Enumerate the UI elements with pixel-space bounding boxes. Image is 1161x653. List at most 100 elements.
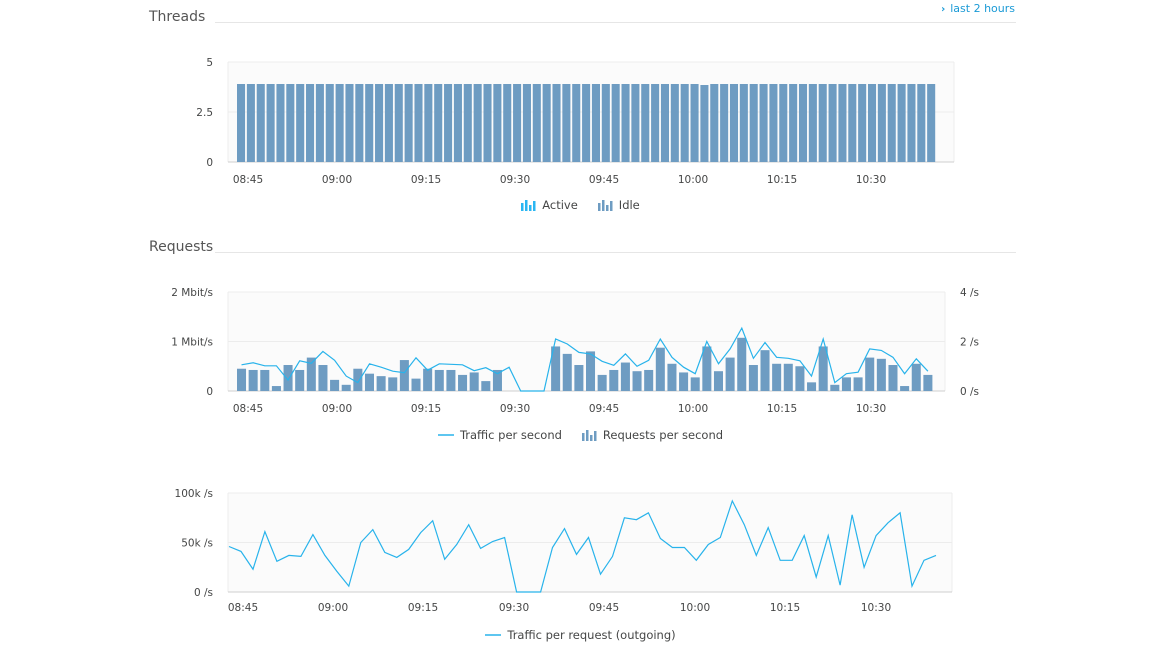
bar-idle [720, 84, 729, 162]
x-tick-label: 09:15 [411, 174, 441, 186]
bar-idle [325, 84, 334, 162]
bar-idle [246, 84, 255, 162]
bar-idle [759, 84, 768, 162]
bar-idle [306, 84, 315, 162]
threads-legend: Active Idle [0, 198, 1161, 212]
bar-chart-icon [597, 200, 613, 211]
bar-requests-per-second [807, 382, 817, 391]
bar-idle [907, 84, 916, 162]
bar-requests-per-second [795, 366, 805, 391]
legend-label-requests-per-second: Requests per second [602, 428, 724, 442]
bar-requests-per-second [458, 374, 468, 391]
bar-requests-per-second [702, 346, 712, 391]
y-tick-label-right: 0 /s [960, 386, 979, 398]
bar-requests-per-second [620, 362, 630, 391]
bar-idle [798, 84, 808, 162]
bar-requests-per-second [364, 373, 374, 391]
bar-requests-per-second [469, 372, 479, 391]
legend-item-idle[interactable]: Idle [597, 198, 640, 212]
bar-idle [503, 84, 512, 162]
y-tick-label: 100k /s [175, 488, 213, 500]
x-tick-label: 10:30 [856, 403, 886, 415]
bar-idle [789, 84, 798, 162]
bar-idle [867, 84, 877, 162]
bar-idle [591, 84, 600, 162]
bar-idle [345, 84, 354, 162]
bar-requests-per-second [679, 372, 689, 391]
bar-requests-per-second [900, 386, 910, 391]
bar-requests-per-second [690, 377, 700, 391]
legend-item-requests-per-second[interactable]: Requests per second [581, 428, 724, 442]
bar-requests-per-second [876, 358, 886, 391]
bar-idle [562, 84, 571, 162]
x-tick-label: 09:00 [318, 602, 348, 614]
bar-requests-per-second [853, 377, 863, 391]
bar-requests-per-second [306, 357, 316, 391]
bar-idle [641, 84, 650, 162]
bar-idle [522, 84, 531, 162]
y-tick-label: 5 [206, 57, 213, 69]
x-tick-label: 09:00 [322, 174, 352, 186]
bar-requests-per-second [562, 353, 572, 391]
bar-idle [237, 84, 246, 162]
bar-requests-per-second [586, 351, 596, 391]
bar-requests-per-second [923, 374, 933, 391]
bar-idle [404, 84, 413, 162]
bar-idle [394, 84, 403, 162]
legend-label-active: Active [542, 198, 578, 212]
bar-requests-per-second [388, 377, 398, 391]
bar-idle [375, 84, 384, 162]
line-icon [437, 434, 454, 436]
bar-requests-per-second [574, 365, 584, 391]
bar-requests-per-second [888, 365, 898, 391]
bar-requests-per-second [271, 386, 281, 391]
bar-requests-per-second [260, 369, 270, 391]
x-tick-label: 10:00 [680, 602, 710, 614]
bar-idle [365, 84, 374, 162]
legend-item-traffic-per-second[interactable]: Traffic per second [437, 428, 562, 442]
bar-idle [513, 84, 522, 162]
bar-chart-icon [581, 430, 597, 441]
bar-idle [434, 84, 443, 162]
bar-idle [651, 84, 660, 162]
bar-idle [582, 84, 591, 162]
bar-requests-per-second [644, 369, 654, 391]
bar-requests-per-second [434, 369, 444, 391]
bar-idle [601, 84, 610, 162]
bar-requests-per-second [353, 368, 363, 391]
y-tick-label: 0 /s [194, 587, 213, 599]
bar-requests-per-second [748, 365, 758, 391]
y-tick-label-left: 0 [206, 386, 213, 398]
bar-idle [660, 84, 670, 162]
line-traffic-per-request [228, 499, 937, 593]
bar-idle [473, 84, 482, 162]
bar-requests-per-second [632, 371, 642, 391]
x-tick-label: 10:30 [861, 602, 891, 614]
bar-idle [848, 84, 857, 162]
bar-requests-per-second [818, 346, 828, 391]
bar-chart-icon [521, 200, 536, 211]
threads-section-title: Threads [149, 9, 206, 25]
y-tick-label-left: 2 Mbit/s [171, 287, 213, 299]
bar-idle [542, 84, 551, 162]
x-tick-label: 09:45 [589, 174, 619, 186]
time-range-link[interactable]: › last 2 hours [941, 2, 1015, 15]
bar-requests-per-second [341, 384, 351, 391]
bar-idle [680, 84, 689, 162]
bar-idle [532, 84, 541, 162]
x-tick-label: 08:45 [233, 403, 263, 415]
bar-idle [286, 84, 295, 162]
bar-idle [483, 84, 492, 162]
bar-requests-per-second [376, 376, 386, 391]
bar-requests-per-second [283, 365, 293, 391]
bar-idle [729, 84, 739, 162]
bar-idle [887, 84, 896, 162]
bar-requests-per-second [737, 337, 747, 391]
bar-requests-per-second [423, 368, 433, 391]
legend-item-traffic-per-request[interactable]: Traffic per request (outgoing) [485, 628, 676, 642]
legend-item-active[interactable]: Active [521, 198, 578, 212]
bar-requests-per-second [551, 346, 561, 391]
legend-label-idle: Idle [618, 198, 640, 212]
y-tick-label-right: 4 /s [960, 287, 979, 299]
bar-idle [769, 84, 778, 162]
